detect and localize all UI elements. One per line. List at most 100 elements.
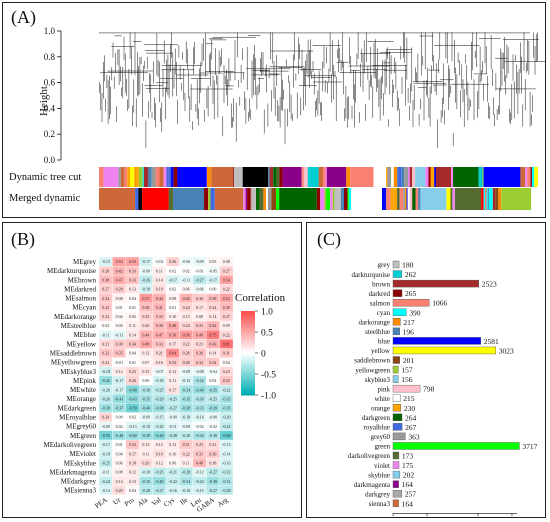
module-color-segment <box>415 167 426 187</box>
heatmap-row-label: MEroyalblue <box>59 414 96 422</box>
heatmap-cell-value: 0.06 <box>116 460 123 465</box>
heatmap-row-label: MEyellow <box>66 340 96 348</box>
heatmap-cell-value: -0.06 <box>182 259 190 264</box>
bar-value-label: 798 <box>423 385 435 394</box>
module-color-segment <box>531 188 538 210</box>
module-color-segment <box>214 188 244 210</box>
heatmap-cell-value: -0.22 <box>169 479 177 484</box>
heatmap-cell-value: 0.53 <box>129 259 136 264</box>
legend-gradient-step <box>241 327 255 331</box>
heatmap-cell-value: 0.33 <box>129 277 136 282</box>
heatmap-row-label: MEcyan <box>72 304 96 312</box>
heatmap-cell-value: -0.40 <box>142 406 150 411</box>
module-color-segment <box>320 188 325 210</box>
module-color-segment <box>259 188 264 210</box>
category-label: white <box>374 395 390 403</box>
module-color-segment <box>387 167 392 187</box>
heatmap-cell-value: -0.34 <box>182 387 190 392</box>
module-color-segment <box>492 188 496 210</box>
heatmap-cell-value: 0.13 <box>129 479 136 484</box>
heatmap-cell-value: 0.02 <box>183 268 190 273</box>
heatmap-cell-value: 0.44 <box>156 296 163 301</box>
heatmap-cell-value: -0.18 <box>155 378 163 383</box>
module-color-segment <box>486 188 488 210</box>
category-label: darkturquoise <box>352 271 391 279</box>
panel-b-label: (B) <box>11 229 35 249</box>
legend-gradient-step <box>241 367 255 371</box>
heatmap-cell-value: -0.02 <box>195 424 203 429</box>
bar <box>392 365 399 374</box>
category-label: skyblue3 <box>365 376 391 384</box>
legend-tick-label: 1.0 <box>261 308 273 318</box>
legend-gradient-step <box>241 342 255 346</box>
bar-value-label: 175 <box>402 461 414 470</box>
bar-value-label: 3717 <box>522 442 537 451</box>
heatmap-cell-value: 0.08 <box>196 314 203 319</box>
module-color-segment <box>173 167 178 187</box>
bar-value-label: 390 <box>409 308 421 317</box>
heatmap-cell-value: -0.16 <box>222 460 230 465</box>
legend-gradient-step <box>241 392 255 396</box>
heatmap-cell-value: -0.17 <box>142 259 150 264</box>
heatmap-cell-value: -0.06 <box>195 287 203 292</box>
legend-gradient-step <box>241 334 255 337</box>
heatmap-cell-value: 0.44 <box>142 332 149 337</box>
heatmap-cell-value: 0.11 <box>183 460 190 465</box>
category-label: blue <box>378 338 390 346</box>
heatmap-cell-value: 0.08 <box>116 296 123 301</box>
heatmap-cell-value: -0.35 <box>182 396 190 401</box>
merged-dynamic-track <box>99 188 538 210</box>
module-color-segment <box>211 167 233 187</box>
legend-gradient-step <box>241 336 255 339</box>
legend-gradient-step <box>241 359 255 362</box>
heatmap-cell-value: 0.25 <box>196 442 203 447</box>
legend-gradient-step <box>241 376 255 379</box>
module-color-segment <box>120 167 125 187</box>
heatmap-cell-value: 0.08 <box>116 470 123 475</box>
legend-tick-label: -1.0 <box>261 392 276 402</box>
heatmap-cell-value: -0.11 <box>102 332 110 337</box>
heatmap-cell-value: 0.12 <box>169 442 176 447</box>
module-color-segment <box>409 188 413 210</box>
category-label: yellow <box>371 347 391 355</box>
heatmap-cell-value: 0.47 <box>156 332 163 337</box>
heatmap-cell-value: -0.25 <box>155 470 163 475</box>
heatmap-cell-value: 0.01 <box>129 360 136 365</box>
module-color-segment <box>245 188 248 210</box>
legend-tick-label: -0.5 <box>261 371 276 381</box>
heatmap-row-label: MEblue <box>73 331 96 339</box>
heatmap-cell-value: 0.13 <box>142 442 149 447</box>
category-label: sienna3 <box>369 500 391 508</box>
heatmap-cell-value: -0.14 <box>195 415 203 420</box>
heatmap-cell-value: 0.02 <box>116 424 123 429</box>
heatmap-cell-value: 0.11 <box>169 378 176 383</box>
module-color-segment <box>340 188 344 210</box>
heatmap-cell-value: 0.39 <box>223 305 230 310</box>
heatmap-cell-value: -0.09 <box>142 268 150 273</box>
module-color-segment <box>430 167 435 187</box>
bar-value-label: 363 <box>408 432 420 441</box>
module-color-segment <box>138 188 143 210</box>
panel-c-label: (C) <box>317 229 341 249</box>
category-label: darkgrey <box>365 490 390 498</box>
module-color-segment <box>204 188 209 210</box>
height-tick-label: 0.6 <box>44 78 56 88</box>
heatmap-cell-value: 0.20 <box>116 488 123 493</box>
heatmap-cell-value: 0.34 <box>209 360 216 365</box>
heatmap-cell-value: -0.13 <box>182 378 190 383</box>
category-label: saddlebrown <box>354 357 390 365</box>
heatmap-cell-value: 0.22 <box>183 451 190 456</box>
heatmap-cell-value: 0.01 <box>169 305 176 310</box>
heatmap-cell-value: 0.35 <box>116 351 123 356</box>
heatmap-cell-value: 0.12 <box>156 460 163 465</box>
heatmap-row-label: MEsteelblue <box>61 322 96 330</box>
category-label: yellowgreen <box>355 366 390 374</box>
bar-value-label: 2523 <box>482 280 497 289</box>
heatmap-cell-value: 0.28 <box>116 287 123 292</box>
heatmap-cell-value: -0.09 <box>195 259 203 264</box>
bar <box>392 413 403 422</box>
module-color-segment <box>527 167 531 187</box>
bar-value-label: 164 <box>402 499 414 508</box>
heatmap-cell-value: -0.34 <box>195 433 203 438</box>
heatmap-cell-value: -0.20 <box>222 415 230 420</box>
